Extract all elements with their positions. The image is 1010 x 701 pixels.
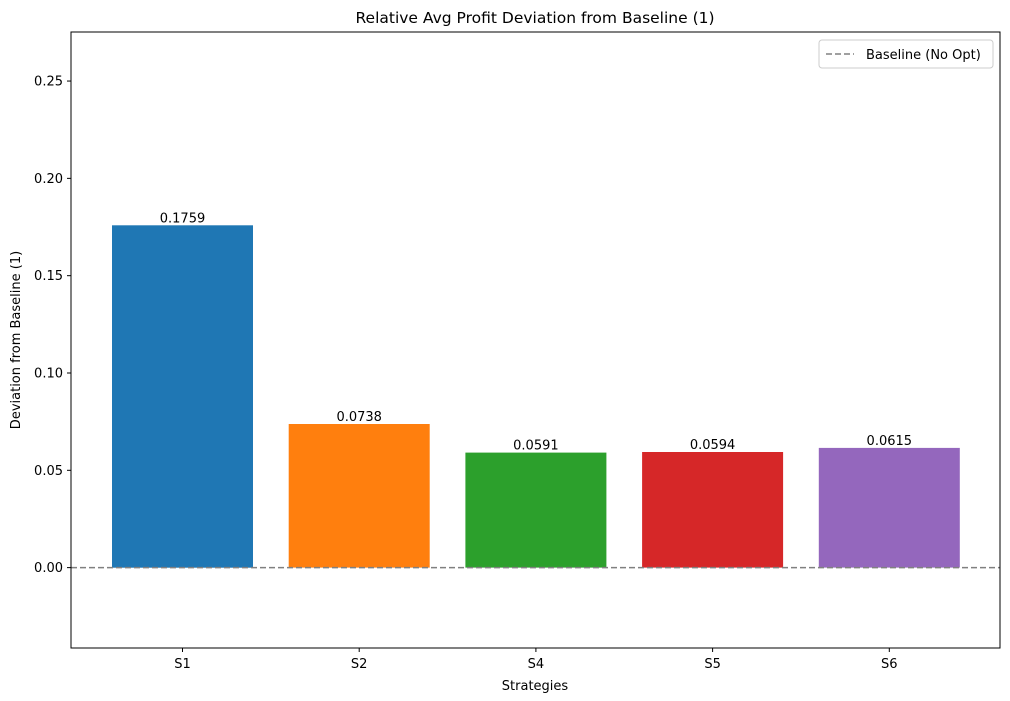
legend-box	[818, 39, 994, 69]
bar-s1	[112, 225, 253, 568]
bar-value-label: 0.0591	[513, 439, 559, 454]
bar-value-label: 0.1759	[160, 211, 206, 226]
y-tick-label: 0.00	[34, 561, 63, 576]
bar-s4	[465, 452, 607, 568]
y-tick-label: 0.10	[34, 366, 63, 381]
y-tick-label: 0.05	[34, 464, 63, 479]
x-tick-label: S6	[881, 657, 898, 672]
bar-s5	[642, 452, 784, 568]
y-tick-label: 0.15	[34, 269, 63, 284]
y-axis: 0.00 0.05 0.10 0.15 0.20 0.25	[34, 75, 71, 576]
bar-value-label: 0.0594	[690, 438, 736, 453]
x-axis-label: Strategies	[502, 679, 569, 694]
legend-baseline-label: Baseline (No Opt)	[866, 48, 981, 63]
bar-s2	[288, 424, 430, 568]
chart-title: Relative Avg Profit Deviation from Basel…	[355, 9, 714, 27]
x-tick-label: S2	[351, 657, 368, 672]
y-tick-label: 0.25	[34, 75, 63, 90]
legend: Baseline (No Opt)	[818, 39, 994, 69]
x-tick-label: S5	[704, 657, 721, 672]
x-tick-label: S1	[174, 657, 191, 672]
x-tick-label: S4	[528, 657, 545, 672]
y-tick-label: 0.20	[34, 172, 63, 187]
x-axis: S1 S2 S4 S5 S6	[174, 648, 898, 672]
bar-s6	[818, 447, 960, 568]
bar-value-label: 0.0615	[867, 434, 913, 449]
bar-value-label: 0.0738	[336, 410, 382, 425]
bars-layer: 0.1759 0.0738 0.0591 0.0594 0.0615	[112, 211, 960, 568]
y-axis-label: Deviation from Baseline (1)	[9, 251, 24, 429]
